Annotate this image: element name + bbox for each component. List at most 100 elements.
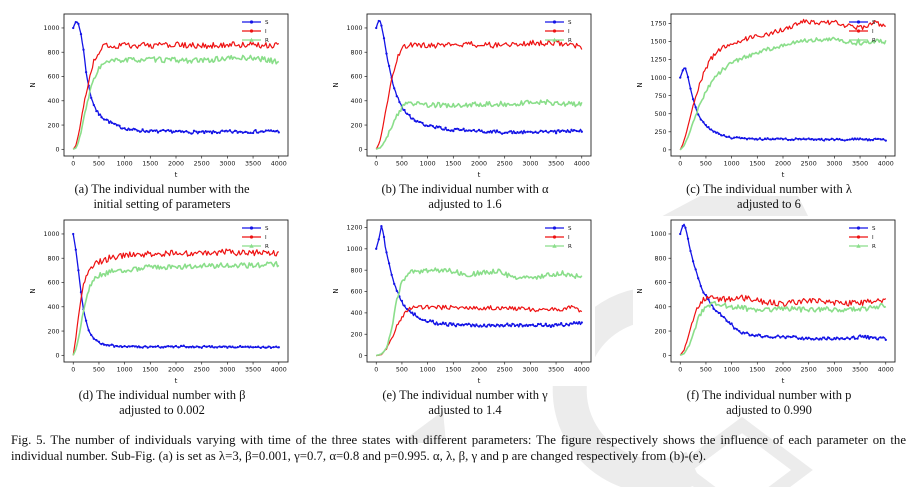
series-S-marker: [385, 52, 388, 55]
series-S-marker: [380, 224, 383, 228]
axes-frame: [670, 13, 896, 157]
plot-background: [633, 10, 899, 180]
series-S-marker: [506, 322, 509, 325]
series-S-marker: [557, 323, 560, 326]
series-S-marker: [684, 226, 687, 229]
subplot-c: 0 500 1000 1500 2000 2500 3000 3500 4000 0 250 500 7…: [633, 10, 905, 211]
legend-S-marker: [856, 20, 861, 24]
series-S-marker: [400, 299, 404, 303]
subplot-c-caption-line1: (c) The individual number with λ: [686, 182, 852, 196]
series-S-marker: [557, 129, 560, 132]
series-S-marker: [436, 126, 440, 129]
series-S-marker: [408, 309, 411, 312]
series-S-marker: [722, 315, 726, 319]
legend-R-label: R: [265, 244, 269, 250]
series-S-marker: [105, 344, 108, 347]
series-S-marker: [743, 332, 746, 335]
series-S-marker: [529, 130, 532, 133]
series-S-marker: [447, 128, 450, 132]
series-S-marker: [513, 324, 517, 328]
series-S-marker: [799, 337, 803, 341]
series-S-marker: [169, 129, 173, 132]
legend-I-marker: [249, 29, 254, 33]
x-tick-label: 1000: [117, 161, 133, 168]
series-S-marker: [434, 126, 437, 130]
series-S-marker: [421, 121, 424, 125]
subplot-c-caption-line2: adjusted to 6: [737, 196, 801, 211]
y-tick-label: 800: [47, 49, 59, 56]
series-S-marker: [74, 21, 77, 24]
series-S-marker: [154, 345, 157, 348]
x-tick-label: 1500: [445, 161, 461, 168]
series-S-marker: [269, 346, 273, 350]
series-S-marker: [179, 344, 183, 348]
series-S-marker: [511, 322, 514, 326]
series-S-marker: [185, 346, 188, 349]
series-S-marker: [269, 129, 273, 132]
series-S-marker: [233, 346, 237, 349]
series-S-marker: [493, 129, 496, 132]
axes-frame: [63, 219, 289, 363]
x-tick-label: 3500: [548, 161, 564, 168]
series-S-marker: [580, 130, 583, 133]
x-tick-label: 1000: [724, 161, 740, 168]
plot-background: [633, 216, 899, 386]
series-I-line: [679, 18, 886, 151]
legend-I-label: I: [872, 29, 874, 35]
series-S-marker: [697, 113, 700, 116]
series-S-marker: [190, 132, 193, 135]
y-tick-label: 800: [350, 49, 362, 56]
series-S-marker: [218, 345, 221, 348]
subplot-d: 0 500 1000 1500 2000 2500 3000 3500 4000 0 200 400 6…: [26, 216, 298, 417]
x-tick-label: 0: [71, 161, 75, 168]
series-S-marker: [241, 345, 244, 349]
series-S-marker: [126, 345, 129, 349]
series-S-marker: [203, 344, 206, 348]
series-S-marker: [560, 322, 563, 325]
x-tick-label: 2000: [471, 161, 487, 168]
series-S-marker: [475, 323, 478, 326]
series-S-marker: [838, 137, 841, 141]
series-S-marker: [439, 126, 442, 129]
series-S-marker: [727, 321, 731, 324]
series-S-marker: [462, 127, 465, 130]
series-S-marker: [846, 336, 849, 339]
series-S-marker: [105, 118, 108, 121]
series-S-marker: [876, 338, 880, 341]
series-S-marker: [758, 333, 762, 337]
series-S-marker: [72, 26, 75, 30]
series-S-marker: [113, 345, 116, 348]
series-S-marker: [185, 130, 188, 133]
series-S-marker: [429, 124, 432, 127]
legend-I-label: I: [568, 235, 570, 241]
series-S-marker: [815, 336, 818, 340]
series-S-marker: [763, 137, 767, 140]
series-S-marker: [244, 130, 247, 134]
series-S-marker: [169, 345, 173, 348]
series-S-marker: [858, 137, 862, 140]
series-S-marker: [786, 138, 790, 142]
series-S-marker: [843, 337, 846, 341]
series-S-marker: [218, 131, 221, 134]
series-S-marker: [524, 131, 527, 134]
y-tick-label: 1000: [43, 25, 59, 32]
x-tick-label: 2500: [801, 161, 817, 168]
series-S-marker: [572, 129, 576, 132]
series-S-marker: [838, 338, 841, 341]
series-S-marker: [210, 345, 214, 348]
series-S-marker: [774, 137, 777, 141]
series-S-marker: [717, 311, 720, 315]
series-S-marker: [257, 345, 260, 348]
series-S-marker: [884, 139, 887, 142]
series-S-marker: [740, 136, 744, 140]
series-S-marker: [578, 321, 581, 324]
series-S-marker: [108, 121, 111, 124]
plot-background: [26, 10, 292, 180]
series-S-marker: [416, 315, 419, 319]
series-S-marker: [495, 129, 499, 132]
x-axis-label: t: [478, 171, 481, 179]
series-S-marker: [120, 127, 124, 130]
series-S-marker: [712, 130, 715, 133]
legend-R-marker: [552, 243, 557, 248]
x-tick-label: 1500: [749, 161, 765, 168]
